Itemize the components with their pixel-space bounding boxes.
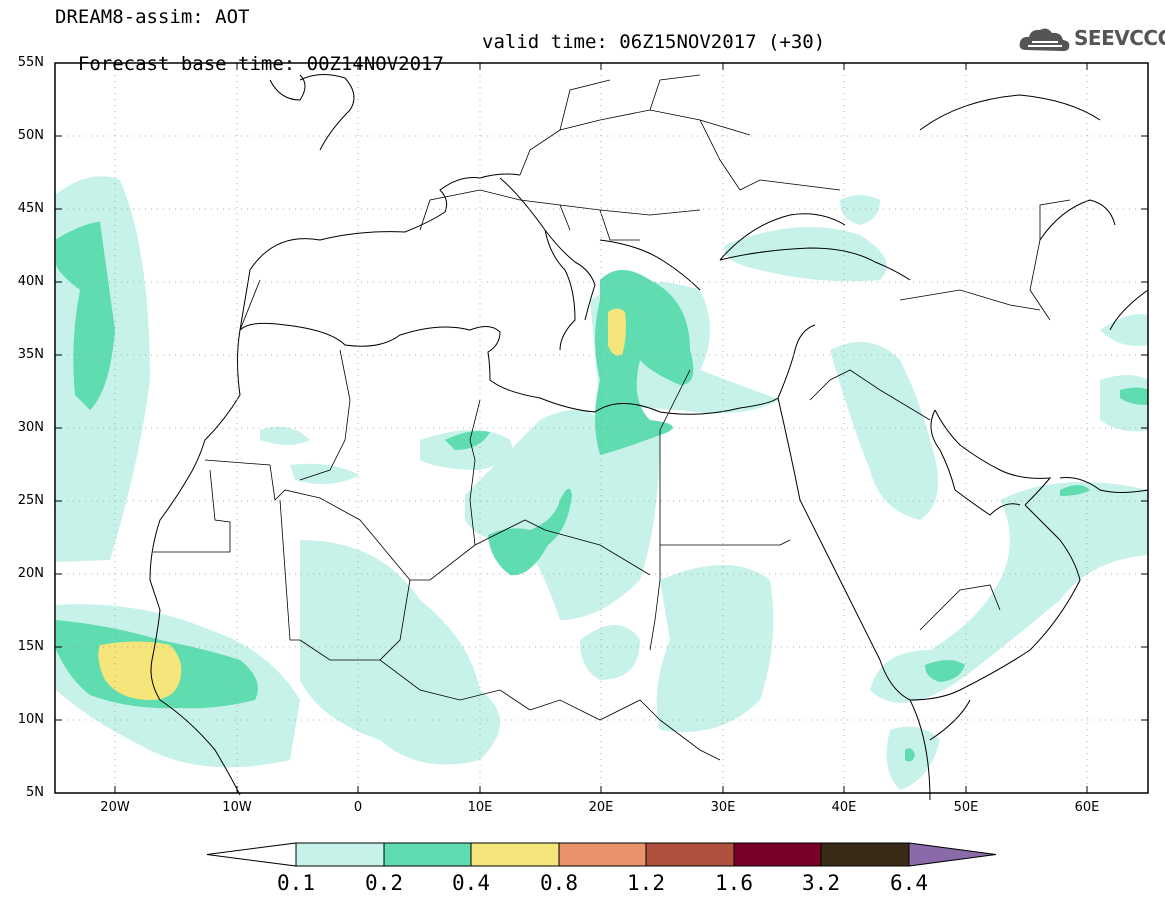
cbar-label: 0.4 xyxy=(452,871,490,895)
cbar-label: 3.2 xyxy=(802,871,840,895)
cbar-label: 1.2 xyxy=(627,871,665,895)
cbar-segment-7 xyxy=(820,842,910,867)
lon-label: 10E xyxy=(467,800,493,815)
lon-label: 30E xyxy=(710,800,736,815)
cbar-label: 1.6 xyxy=(715,871,753,895)
lon-label: 60E xyxy=(1074,800,1100,815)
cbar-segment-6 xyxy=(733,842,822,867)
cbar-label: 6.4 xyxy=(890,871,928,895)
lat-label: 25N xyxy=(17,493,44,508)
forecast-base-time: Forecast base time: 00Z14NOV2017 xyxy=(77,53,444,75)
cbar-segment-under xyxy=(206,842,297,867)
graticule xyxy=(55,63,1148,793)
cbar-segment-over xyxy=(908,842,997,867)
map-title: DREAM8-assim: AOT xyxy=(55,6,250,28)
lon-label: 10W xyxy=(222,800,252,815)
lat-label: 55N xyxy=(17,55,44,70)
axis-ticks xyxy=(55,62,1148,793)
valid-time: valid time: 06Z15NOV2017 (+30) xyxy=(482,31,826,53)
seevccc-logo: SEEVCCC xyxy=(1018,24,1165,56)
color-bar xyxy=(206,842,997,867)
aot-fill-high xyxy=(98,308,626,700)
forecast-subtitle: Forecast base time: 00Z14NOV2017 valid t… xyxy=(55,31,825,97)
lat-label: 40N xyxy=(17,274,44,289)
cbar-segment-4 xyxy=(558,842,647,867)
cbar-segment-1 xyxy=(295,842,385,867)
aot-fill-light xyxy=(55,176,1148,790)
cbar-segment-3 xyxy=(470,842,560,867)
aot-fill-contour xyxy=(55,221,101,241)
cbar-label: 0.8 xyxy=(540,871,578,895)
cbar-segment-2 xyxy=(383,842,472,867)
lon-label: 20W xyxy=(100,800,130,815)
lat-label: 5N xyxy=(26,785,44,800)
cbar-segment-5 xyxy=(645,842,735,867)
cbar-label: 0.2 xyxy=(365,871,403,895)
lat-label: 45N xyxy=(17,201,44,216)
lat-label: 10N xyxy=(17,712,44,727)
cloud-icon xyxy=(1019,28,1070,51)
lon-label: 20E xyxy=(588,800,614,815)
lat-label: 50N xyxy=(17,128,44,143)
lon-label: 0 xyxy=(353,800,363,815)
lon-label: 40E xyxy=(831,800,857,815)
cbar-label: 0.1 xyxy=(277,871,315,895)
lat-label: 20N xyxy=(17,566,44,581)
lat-label: 35N xyxy=(17,347,44,362)
lon-label: 50E xyxy=(953,800,979,815)
logo-text: SEEVCCC xyxy=(1074,26,1165,50)
country-borders xyxy=(153,74,1071,761)
coastlines xyxy=(149,74,1149,801)
lat-label: 30N xyxy=(17,420,44,435)
lat-label: 15N xyxy=(17,639,44,654)
